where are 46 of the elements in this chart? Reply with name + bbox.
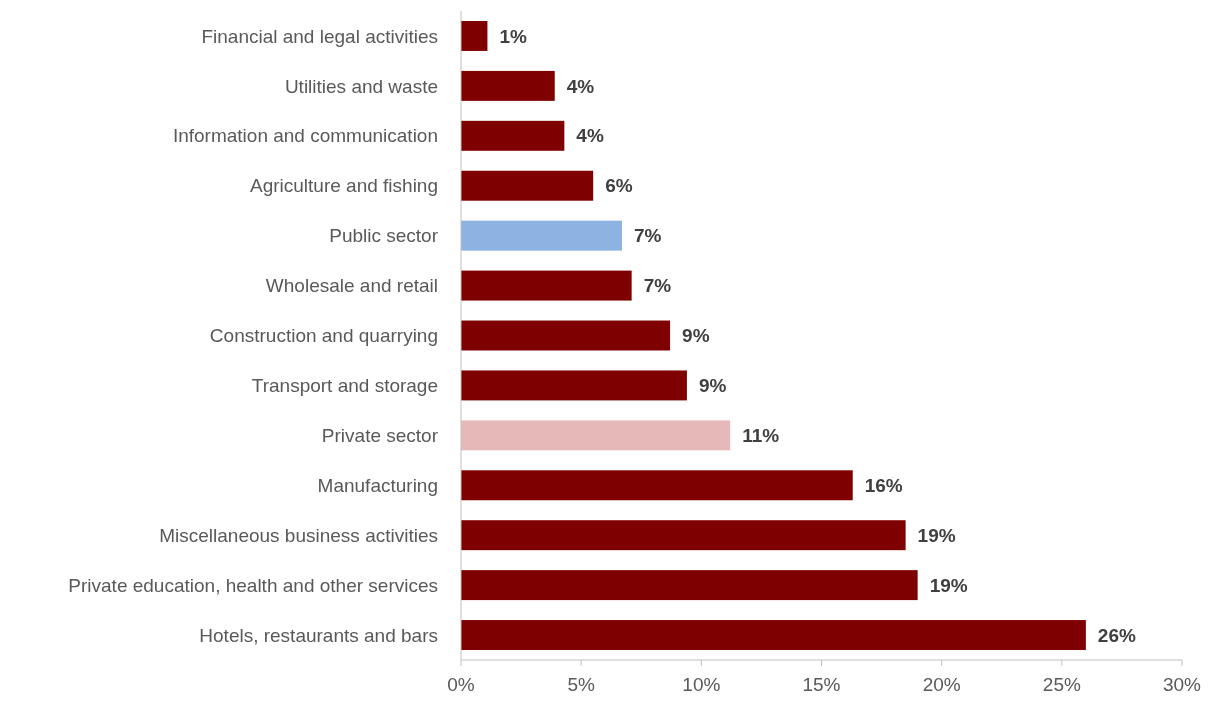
x-tick-label: 15% — [802, 674, 841, 695]
bar — [461, 270, 632, 301]
data-label: 7% — [634, 225, 662, 247]
data-label: 9% — [682, 325, 710, 347]
data-label: 16% — [864, 474, 903, 496]
data-label: 26% — [1097, 624, 1136, 646]
y-tick-label: Financial and legal activities — [201, 25, 438, 47]
y-tick-label: Information and communication — [172, 125, 438, 147]
data-label: 19% — [917, 524, 956, 546]
bar — [461, 470, 853, 501]
y-tick-label: Manufacturing — [317, 474, 438, 496]
bar — [461, 620, 1086, 651]
bar — [461, 120, 565, 151]
bar — [461, 520, 906, 551]
data-label: 9% — [698, 375, 727, 397]
y-tick-label: Private sector — [321, 425, 439, 446]
y-tick-label: Transport and storage — [251, 375, 438, 397]
y-tick-label: Miscellaneous business activities — [159, 524, 438, 546]
bar — [461, 370, 687, 401]
data-label: 4% — [576, 125, 604, 147]
y-tick-label: Private education, health and other services — [68, 574, 438, 596]
bar — [461, 170, 594, 201]
x-tick-label: 20% — [922, 674, 961, 695]
bar — [461, 70, 555, 101]
y-tick-label: Utilities and waste — [284, 75, 438, 97]
bar — [461, 220, 623, 251]
data-label: 6% — [605, 175, 633, 197]
bar — [461, 570, 918, 601]
x-tick-label: 0% — [447, 674, 475, 695]
x-tick-label: 5% — [567, 674, 595, 695]
data-label: 19% — [929, 574, 968, 596]
x-tick-label: 25% — [1042, 674, 1081, 695]
data-label: 4% — [566, 75, 595, 97]
bar — [461, 320, 671, 351]
y-tick-label: Construction and quarrying — [209, 325, 438, 347]
data-label: 7% — [643, 275, 672, 297]
y-tick-label: Public sector — [329, 225, 439, 247]
bar — [461, 420, 731, 451]
y-tick-label: Agriculture and fishing — [250, 175, 438, 197]
data-label: 1% — [499, 25, 527, 47]
data-label: 11% — [742, 425, 780, 446]
y-tick-label: Wholesale and retail — [265, 275, 438, 297]
bar — [461, 20, 488, 51]
y-tick-label: Hotels, restaurants and bars — [199, 624, 438, 646]
x-tick-label: 30% — [1162, 674, 1202, 695]
x-tick-label: 10% — [682, 674, 721, 695]
